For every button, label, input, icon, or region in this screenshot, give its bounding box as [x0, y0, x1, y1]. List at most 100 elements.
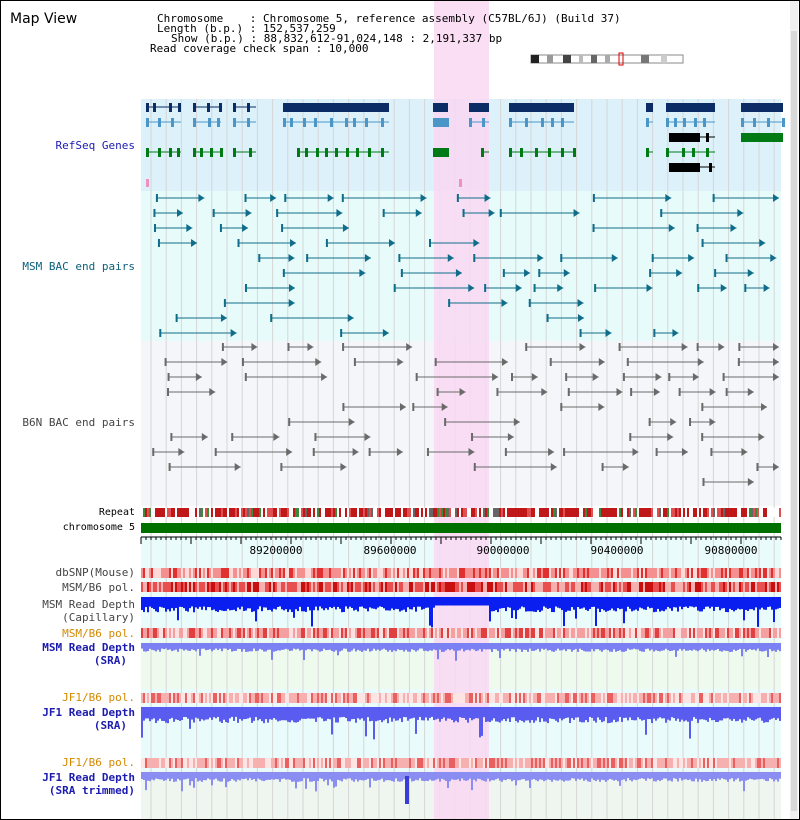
- refseq-gene-exon: [683, 118, 686, 127]
- jf1-pol2-cell: [269, 758, 271, 768]
- track-label-msm-depth-sra-1[interactable]: MSM Read Depth: [42, 641, 135, 654]
- jf1-sra-depth-bar: [653, 707, 655, 719]
- dbsnp-cell: [207, 568, 209, 578]
- repeat-cell: [499, 508, 501, 517]
- msm-pol-cell: [159, 582, 161, 592]
- jf1-pol-cell: [267, 693, 269, 703]
- jf1-trim-depth-bar: [239, 772, 241, 781]
- msm-sra-depth-bar: [143, 643, 145, 652]
- jf1-sra-depth-bar: [629, 707, 631, 718]
- jf1-pol2-cell: [673, 758, 675, 768]
- msm-cap-depth-bar: [461, 597, 463, 606]
- track-label-dbsnp[interactable]: dbSNP(Mouse): [55, 566, 135, 579]
- jf1-pol-cell: [609, 693, 611, 703]
- msm-pol-cell: [161, 582, 163, 592]
- jf1-pol-cell: [143, 693, 145, 703]
- track-label-jf1-depth-sra-1[interactable]: JF1 Read Depth: [42, 706, 135, 719]
- track-label-msm-b6-pol-2[interactable]: MSM/B6 pol.: [62, 627, 135, 640]
- jf1-pol2-cell: [587, 758, 589, 768]
- track-label-jf1-b6-pol[interactable]: JF1/B6 pol.: [62, 691, 135, 704]
- msm-pol2-cell: [187, 628, 189, 638]
- jf1-sra-depth-bar: [735, 707, 737, 722]
- msm-pol2-cell: [545, 628, 547, 638]
- msm-pol-cell: [389, 582, 391, 592]
- msm-sra-depth-bar: [573, 643, 575, 650]
- dbsnp-cell: [569, 568, 571, 578]
- msm-pol-cell: [731, 582, 733, 592]
- msm-cap-depth-bar: [329, 597, 331, 608]
- jf1-trim-depth-bar: [665, 772, 667, 779]
- msm-cap-depth-bar: [519, 597, 521, 609]
- msm-pol-cell: [725, 582, 727, 592]
- jf1-trim-depth-bar: [435, 772, 437, 780]
- dbsnp-cell: [237, 568, 239, 578]
- jf1-trim-depth-bar: [213, 772, 215, 780]
- jf1-pol-cell: [331, 693, 333, 703]
- b6n-bac-pair-end: [773, 358, 779, 366]
- jf1-trim-depth-bar: [193, 772, 195, 788]
- dbsnp-cell: [401, 568, 403, 578]
- msm-sra-depth-bar: [513, 643, 515, 650]
- msm-cap-depth-bar: [733, 597, 735, 612]
- jf1-sra-depth-bar: [699, 707, 701, 720]
- dbsnp-cell: [463, 568, 465, 578]
- jf1-sra-depth-bar: [455, 707, 457, 721]
- jf1-sra-depth-bar: [333, 707, 335, 718]
- jf1-pol-cell: [245, 693, 247, 703]
- jf1-pol2-cell: [493, 758, 495, 768]
- track-label-refseq[interactable]: RefSeq Genes: [55, 139, 135, 152]
- msm-sra-depth-bar: [561, 643, 563, 651]
- jf1-trim-depth-bar: [167, 772, 169, 779]
- jf1-sra-depth-bar: [447, 707, 449, 719]
- msm-sra-depth-bar: [755, 643, 757, 651]
- track-label-jf1-b6-pol-2[interactable]: JF1/B6 pol.: [62, 756, 135, 769]
- msm-sra-depth-bar: [183, 643, 185, 651]
- msm-bac-pair-end: [400, 269, 403, 277]
- msm-cap-depth-bar: [463, 597, 465, 606]
- msm-sra-depth-bar: [283, 643, 285, 650]
- jf1-pol-cell: [639, 693, 641, 703]
- jf1-trim-depth-bar: [633, 772, 635, 780]
- repeat-cell: [281, 508, 283, 517]
- msm-cap-depth-bar: [451, 597, 453, 606]
- msm-cap-depth-bar: [233, 597, 235, 610]
- msm-sra-depth-bar: [607, 643, 609, 651]
- track-label-b6n-bac[interactable]: B6N BAC end pairs: [22, 416, 135, 429]
- repeat-cell: [423, 508, 425, 517]
- track-label-msm-b6-pol[interactable]: MSM/B6 pol.: [62, 581, 135, 594]
- msm-cap-depth-bar: [251, 597, 253, 612]
- jf1-sra-depth-bar: [439, 707, 441, 722]
- jf1-sra-depth-bar: [485, 707, 487, 722]
- dbsnp-cell: [731, 568, 733, 578]
- msm-pol-cell: [523, 582, 525, 592]
- msm-pol2-cell: [171, 628, 173, 638]
- jf1-sra-depth-bar: [545, 707, 547, 722]
- msm-cap-depth-bar: [763, 597, 765, 610]
- track-label-msm-bac[interactable]: MSM BAC end pairs: [22, 260, 135, 273]
- repeat-cell: [541, 508, 543, 517]
- b6n-bac-pair-end: [702, 478, 705, 486]
- msm-pol2-cell: [453, 628, 455, 638]
- msm-cap-depth-bar: [395, 597, 397, 609]
- msm-pol2-cell: [269, 628, 271, 638]
- msm-pol-cell: [225, 582, 227, 592]
- track-label-jf1-depth-trim-1[interactable]: JF1 Read Depth: [42, 771, 135, 784]
- msm-pol-cell: [583, 582, 585, 592]
- jf1-trim-depth-bar: [601, 772, 603, 780]
- jf1-trim-depth-bar: [203, 772, 205, 781]
- msm-pol-cell: [155, 582, 157, 592]
- track-label-msm-depth-cap-1[interactable]: MSM Read Depth: [42, 598, 135, 611]
- jf1-pol2-cell: [327, 758, 329, 768]
- msm-sra-depth-bar: [157, 643, 159, 650]
- msm-pol2-cell: [379, 628, 381, 638]
- repeat-cell: [227, 508, 229, 517]
- msm-cap-depth-bar: [249, 597, 251, 609]
- msm-cap-depth-bar: [303, 597, 305, 612]
- jf1-pol2-cell: [499, 758, 501, 768]
- msm-pol2-cell: [243, 628, 245, 638]
- msm-pol-cell: [445, 582, 447, 592]
- dbsnp-cell: [525, 568, 527, 578]
- msm-pol-cell: [247, 582, 249, 592]
- b6n-bac-pair-end: [513, 418, 520, 426]
